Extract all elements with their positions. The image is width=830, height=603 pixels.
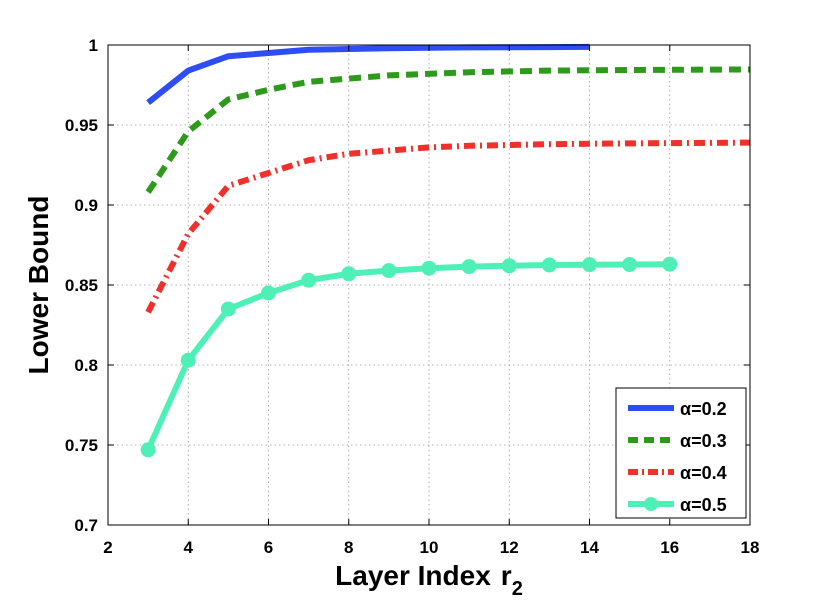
x-tick-label: 16 [660,538,679,557]
data-point [541,257,557,273]
y-tick-label: 0.85 [65,276,98,295]
legend-entry: α=0.3 [628,431,727,451]
series-4 [140,256,678,458]
data-point [501,258,517,274]
data-point [220,301,236,317]
data-point [582,257,597,273]
y-tick-label: 0.9 [74,196,98,215]
legend-entry: α=0.4 [628,463,727,483]
data-point [301,272,317,288]
x-tick-label: 4 [184,538,194,557]
y-tick-label: 0.8 [74,356,98,375]
y-tick-label: 0.95 [65,116,98,135]
data-point [381,263,397,279]
x-tick-label: 10 [420,538,439,557]
data-point [261,285,276,301]
series-line [145,66,751,194]
y-tick-label: 0.75 [65,436,98,455]
x-tick-label: 8 [344,538,353,557]
x-tick-label: 6 [264,538,273,557]
legend-label: α=0.4 [680,463,727,483]
legend-entry: α=0.2 [628,399,727,419]
x-tick-label: 14 [580,538,599,557]
x-tick-label: 12 [500,538,519,557]
x-axis-title: Layer Index r2 [335,560,523,600]
x-tick-label: 2 [103,538,112,557]
x-axis-title-var: r [501,560,512,591]
data-point [622,257,638,273]
axis-tick-labels: 2 4 6 8 10 12 14 16 18 0.7 0.75 0.8 0.85 0.9 0.95 1 [65,36,760,557]
y-tick-label: 1 [89,36,98,55]
y-tick-label: 0.7 [74,516,98,535]
x-tick-label: 18 [741,538,760,557]
legend: α=0.2 α=0.3 α=0.4 α=0.5 [615,387,747,519]
legend-label: α=0.5 [680,495,727,515]
series-line [146,43,590,105]
data-point [461,259,477,275]
data-point [140,442,156,458]
series-layer [140,43,751,458]
axis-ticks [107,44,751,526]
legend-marker [644,497,658,511]
data-point [662,256,678,272]
data-point [341,266,357,282]
legend-entry: α=0.5 [628,495,727,515]
series-line [145,139,751,314]
data-point [180,352,196,368]
data-point [421,260,437,276]
legend-label: α=0.3 [680,431,727,451]
series-1 [146,43,590,105]
x-axis-title-subscript: 2 [512,578,523,600]
series-2 [145,66,751,194]
x-axis-title-text: Layer Index [335,560,491,591]
y-axis-title: Lower Bound [23,196,54,375]
grid [108,45,750,525]
legend-label: α=0.2 [680,399,727,419]
series-3 [145,139,751,314]
